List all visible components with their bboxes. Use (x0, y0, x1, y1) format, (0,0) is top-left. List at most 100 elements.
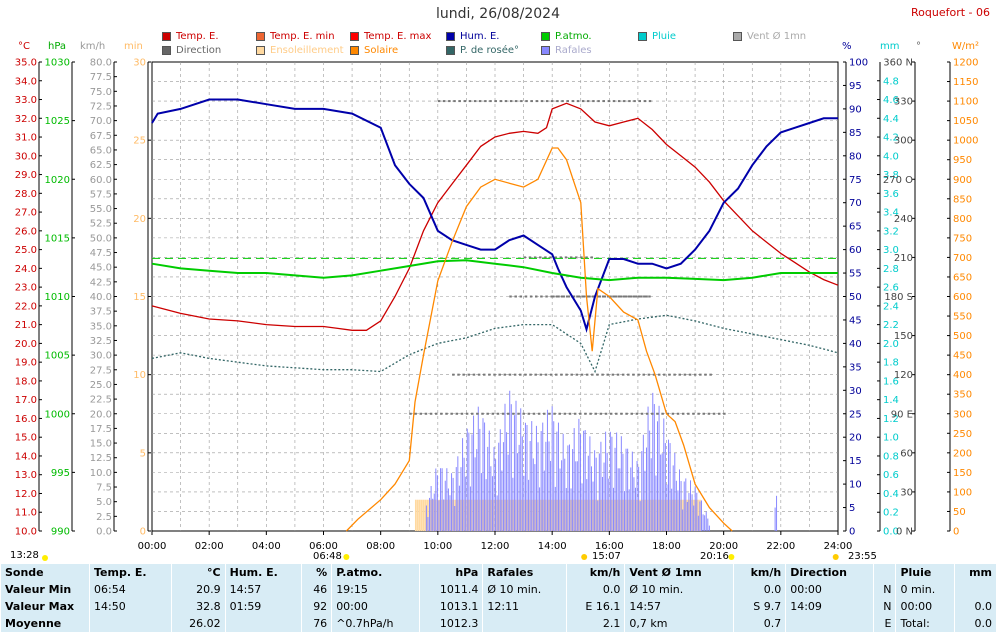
temp-unit: °C (18, 41, 30, 52)
direction-dot (537, 412, 541, 415)
rain-unit: mm (880, 41, 900, 52)
station-name[interactable]: Roquefort - 06 (911, 6, 990, 19)
sunshine-bar (414, 499, 417, 531)
sunshine-bar (593, 499, 595, 531)
direction-dot (512, 412, 515, 415)
press-value: 1011.4 (419, 581, 483, 598)
direction-dot (514, 295, 517, 298)
axis-tick-label: 1.4 (883, 395, 899, 406)
sunshine-bar (549, 499, 551, 531)
direction-dot (467, 373, 471, 376)
sunshine-bar (659, 499, 661, 531)
press-time: 00:00 (331, 598, 420, 615)
axis-tick-label: 27.0 (15, 208, 37, 219)
direction-dot (676, 412, 680, 415)
sunshine-bar (673, 499, 675, 531)
series-line (151, 98, 838, 333)
direction-dot (496, 412, 500, 415)
sunshine-bar (426, 499, 429, 531)
axis-tick-label: 2.4 (883, 301, 899, 312)
axis-tick-label: 5 (140, 448, 146, 459)
axis-tick-label: 5 (849, 503, 855, 514)
direction-dot (652, 373, 656, 376)
direction-dot (565, 373, 568, 376)
axis-tick-label: 75 (849, 175, 862, 186)
direction-dot (625, 412, 628, 415)
axis-tick-label: 300 (953, 409, 972, 420)
legend-label: Direction (176, 45, 222, 56)
direction-dot (525, 100, 528, 103)
sunshine-bar (444, 499, 447, 531)
direction-dot (663, 373, 666, 376)
axis-tick-label: 1.2 (883, 414, 899, 425)
axis-tick-label: 30 (900, 487, 913, 498)
legend-swatch (446, 32, 455, 41)
direction-dot (440, 412, 443, 415)
axis-tick-label: 2.2 (883, 320, 899, 331)
sunshine-bar (527, 499, 529, 531)
end-time: 23:55 (848, 551, 877, 562)
axis-tick-label: 0.0 (96, 527, 112, 538)
direction-dot (434, 412, 438, 415)
direction-dot (699, 373, 702, 376)
direction-dot (602, 100, 605, 103)
minutes-unit: min (124, 41, 143, 52)
chart-title: lundi, 26/08/2024 (435, 6, 560, 22)
gust-time: Ø 10 min. (482, 581, 567, 598)
direction-dot (558, 412, 561, 415)
axis-tick-label: 85 (849, 128, 862, 139)
direction-dot (643, 100, 647, 103)
axis-tick-label: 15 (133, 292, 146, 303)
axis-tick-label: 22.0 (15, 301, 37, 312)
direction-dot (592, 100, 595, 103)
legend-item: Hum. E. (446, 31, 499, 42)
direction-dot (645, 412, 649, 415)
sunshine-bar (577, 499, 579, 531)
hdr-sonde: Sonde (0, 564, 90, 581)
direction-dot (651, 412, 654, 415)
sunrise-label: 13:28 (10, 550, 39, 561)
sunshine-bar (513, 499, 515, 531)
axis-tick-label: 750 (953, 233, 972, 244)
direction-dot (586, 295, 589, 298)
axis-tick-label: 47.5 (90, 248, 112, 259)
axis-tick-label: 330 (894, 97, 913, 108)
sunshine-bar (667, 499, 669, 531)
direction-dot (577, 295, 581, 298)
axis-tick-label: 29.0 (15, 170, 37, 181)
axis-tick-label: 1020 (45, 175, 70, 186)
direction-dot (581, 100, 585, 103)
axis-tick-label: 150 (953, 468, 972, 479)
axis-tick-label: 18.0 (15, 376, 37, 387)
axis-tick-label: 65 (849, 222, 862, 233)
direction-dot (617, 295, 620, 298)
press-unit: hPa (48, 41, 67, 52)
axis-tick-label: 0.6 (883, 470, 899, 481)
legend-label: Temp. E. max (364, 31, 432, 42)
direction-dot (666, 412, 669, 415)
direction-dot (508, 373, 512, 376)
direction-dot (638, 100, 641, 103)
direction-dot (457, 373, 460, 376)
x-tick-label: 22:00 (766, 541, 795, 552)
axis-tick-label: 270 O (883, 175, 913, 186)
wind-value: 0.0 (732, 581, 786, 598)
sunshine-bar (460, 499, 463, 531)
axis-tick-label: 20 (133, 214, 146, 225)
direction-dot (463, 100, 467, 103)
direction-dot (527, 412, 531, 415)
direction-dot (637, 373, 640, 376)
hdr-rain: Pluie (895, 564, 955, 581)
direction-dot (409, 412, 412, 415)
legend-label: P.atmo. (555, 31, 592, 42)
hum-time: 14:57 (224, 581, 302, 598)
direction-dot (473, 100, 477, 103)
direction-dot (580, 373, 584, 376)
direction-dot (580, 256, 583, 259)
stats-row: Valeur Max 14:50 32.8 01:59 92 00:00 101… (0, 598, 996, 615)
sunshine-bar (689, 499, 691, 531)
direction-dot (671, 412, 675, 415)
direction-dot (445, 412, 448, 415)
sunshine-bar (555, 499, 557, 531)
direction-dot (573, 412, 577, 415)
